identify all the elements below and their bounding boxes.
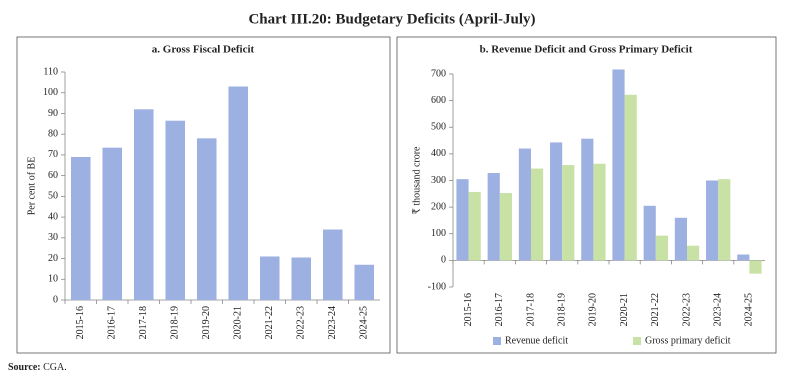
- bar: [531, 168, 544, 261]
- bar: [655, 235, 668, 261]
- bar: [456, 179, 469, 261]
- x-tick-label: 2019-20: [201, 306, 212, 339]
- bar: [624, 94, 637, 261]
- y-tick-label: 0: [53, 294, 58, 305]
- x-tick-label: 2017-18: [138, 306, 149, 339]
- chart-title: b. Revenue Deficit and Gross Primary Def…: [480, 44, 693, 56]
- bar: [468, 191, 481, 261]
- x-tick-label: 2017-18: [525, 293, 536, 326]
- x-tick-label: 2020-21: [619, 293, 630, 326]
- bar: [196, 138, 217, 300]
- x-tick-label: 2022-23: [681, 293, 692, 326]
- y-tick-label: 0: [441, 255, 446, 266]
- bar: [259, 256, 280, 300]
- bar: [487, 173, 500, 261]
- x-tick-label: 2020-21: [233, 306, 244, 339]
- y-tick-label: 90: [48, 108, 58, 119]
- source-label: Source:: [8, 362, 41, 373]
- source-text: CGA.: [43, 362, 67, 373]
- bar: [499, 193, 512, 261]
- bar: [562, 165, 575, 261]
- y-tick-label: 80: [48, 128, 58, 139]
- bar: [354, 264, 375, 300]
- y-tick-label: 600: [431, 95, 446, 106]
- bar: [593, 163, 606, 261]
- y-tick-label: 110: [43, 66, 58, 77]
- bar: [133, 109, 154, 301]
- legend-swatch: [493, 337, 501, 345]
- bar: [737, 254, 750, 261]
- bar: [70, 156, 91, 300]
- x-tick-label: 2021-22: [650, 293, 661, 326]
- x-tick-label: 2015-16: [463, 293, 474, 326]
- bar: [643, 205, 656, 261]
- bar: [749, 260, 762, 274]
- bar: [550, 142, 563, 261]
- x-tick-label: 2024-25: [359, 306, 370, 339]
- x-tick-label: 2016-17: [107, 306, 118, 339]
- y-tick-label: 500: [431, 122, 446, 133]
- legend-label: Gross primary deficit: [645, 335, 731, 346]
- bar: [322, 229, 343, 300]
- x-tick-label: 2019-20: [588, 293, 599, 326]
- y-axis-label: ₹ thousand crore: [411, 146, 422, 215]
- bar: [518, 148, 531, 261]
- y-tick-label: 40: [48, 211, 58, 222]
- y-tick-label: -100: [428, 281, 446, 292]
- bar: [612, 69, 625, 261]
- bar: [706, 180, 719, 261]
- y-tick-label: 700: [431, 68, 446, 79]
- bar: [102, 147, 123, 300]
- bar: [718, 179, 731, 261]
- page-title: Chart III.20: Budgetary Deficits (April-…: [248, 11, 535, 27]
- y-tick-label: 50: [48, 191, 58, 202]
- chart-title: a. Gross Fiscal Deficit: [152, 44, 255, 56]
- y-tick-label: 30: [48, 232, 58, 243]
- legend-label: Revenue deficit: [505, 335, 568, 346]
- y-tick-label: 70: [48, 149, 58, 160]
- bar: [228, 86, 249, 300]
- y-tick-label: 100: [431, 228, 446, 239]
- x-tick-label: 2016-17: [494, 293, 505, 326]
- x-tick-label: 2018-19: [556, 293, 567, 326]
- y-tick-label: 100: [43, 87, 58, 98]
- panel-a: [16, 36, 391, 354]
- x-tick-label: 2018-19: [170, 306, 181, 339]
- bar: [581, 138, 594, 261]
- source: Source: CGA.: [8, 362, 67, 373]
- y-tick-label: 20: [48, 253, 58, 264]
- y-tick-label: 60: [48, 170, 58, 181]
- x-tick-label: 2021-22: [264, 306, 275, 339]
- x-tick-label: 2022-23: [296, 306, 307, 339]
- bar: [165, 120, 186, 300]
- x-tick-label: 2024-25: [744, 293, 755, 326]
- x-tick-label: 2015-16: [75, 306, 86, 339]
- y-tick-label: 300: [431, 175, 446, 186]
- bar: [687, 245, 700, 261]
- y-tick-label: 400: [431, 148, 446, 159]
- x-tick-label: 2023-24: [712, 293, 723, 326]
- y-tick-label: 200: [431, 201, 446, 212]
- y-tick-label: 10: [48, 274, 58, 285]
- bar: [674, 217, 687, 261]
- legend-swatch: [633, 337, 641, 345]
- panel-b: [396, 36, 777, 354]
- x-tick-label: 2023-24: [327, 306, 338, 339]
- bar: [291, 257, 312, 300]
- y-axis-label: Per cent of BE: [26, 157, 37, 216]
